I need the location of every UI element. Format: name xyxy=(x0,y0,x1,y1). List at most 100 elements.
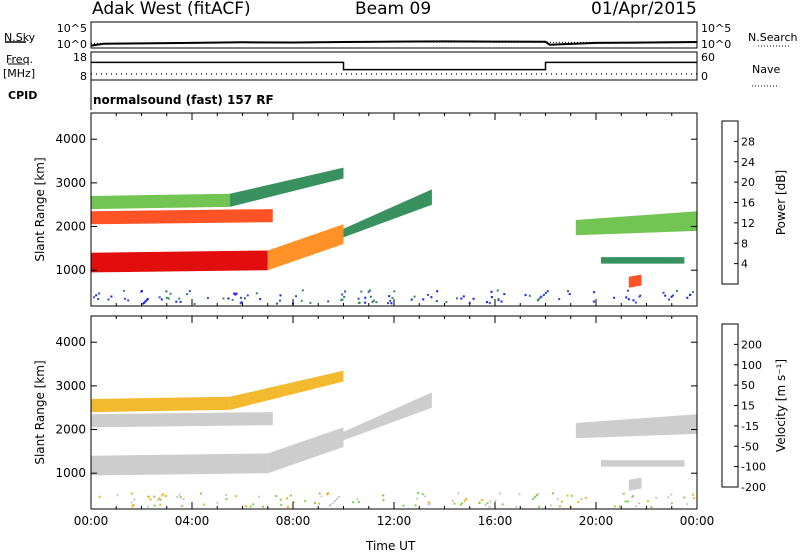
velocity-speckle xyxy=(618,505,621,508)
power-speckle xyxy=(387,302,389,305)
velocity-region xyxy=(229,370,344,410)
velocity-speckle xyxy=(463,499,466,502)
velocity-speckle xyxy=(686,503,689,506)
power-speckle xyxy=(490,296,493,299)
station-title: Adak West (fitACF) xyxy=(92,0,251,19)
velocity-speckle xyxy=(457,492,460,495)
velocity-speckle xyxy=(382,494,385,497)
power-speckle xyxy=(255,292,258,295)
velocity-speckle xyxy=(626,500,629,503)
power-speckle xyxy=(178,297,181,300)
velocity-speckle xyxy=(647,500,650,503)
power-speckle xyxy=(186,293,188,296)
power-speckle xyxy=(97,298,100,300)
velocity-speckle xyxy=(200,492,202,495)
velocity-region xyxy=(91,412,273,428)
power-speckle xyxy=(500,300,503,303)
power-ylabel: Slant Range [km] xyxy=(33,157,47,261)
freq-unit: [MHz] xyxy=(3,67,36,80)
power-speckle xyxy=(239,296,242,299)
power-speckle xyxy=(146,298,149,301)
power-speckle xyxy=(546,290,549,293)
power-speckle xyxy=(391,296,394,299)
velocity-speckle xyxy=(638,502,641,505)
velocity-colorbar-label: -200 xyxy=(741,481,766,494)
velocity-speckle xyxy=(327,492,330,495)
power-speckle xyxy=(689,293,692,296)
velocity-ylabel: Slant Range [km] xyxy=(33,360,47,464)
velocity-speckle xyxy=(131,505,134,508)
velocity-ytick-label: 3000 xyxy=(55,379,86,393)
velocity-speckle xyxy=(158,497,161,500)
velocity-colorbar-label: 50 xyxy=(741,379,755,392)
velocity-speckle xyxy=(428,502,431,505)
velocity-speckle xyxy=(332,501,335,504)
velocity-speckle xyxy=(130,501,133,504)
power-speckle xyxy=(567,290,569,293)
velocity-speckle xyxy=(356,498,359,501)
power-speckle xyxy=(413,295,416,298)
nsearch-line xyxy=(90,41,698,44)
power-speckle xyxy=(259,298,262,301)
velocity-speckle xyxy=(632,495,634,498)
velocity-colorbar-label: -50 xyxy=(741,440,759,453)
velocity-region xyxy=(91,453,268,476)
power-speckle xyxy=(462,295,465,298)
velocity-speckle xyxy=(318,492,321,495)
velocity-speckle xyxy=(534,495,537,498)
power-speckle xyxy=(179,300,182,303)
power-speckle xyxy=(243,297,246,300)
velocity-speckle xyxy=(498,492,501,495)
power-speckle xyxy=(668,298,670,301)
power-speckle xyxy=(341,298,344,301)
power-speckle xyxy=(140,290,143,292)
velocity-speckle xyxy=(584,496,587,499)
velocity-speckle xyxy=(566,494,569,497)
velocity-speckle xyxy=(133,498,136,501)
velocity-speckle xyxy=(501,503,504,506)
power-speckle xyxy=(110,295,113,298)
power-speckle xyxy=(358,301,360,304)
velocity-speckle xyxy=(225,493,228,496)
power-speckle xyxy=(369,289,371,292)
velocity-speckle xyxy=(451,499,454,502)
velocity-speckle xyxy=(275,495,278,497)
power-speckle xyxy=(300,299,303,302)
noise-ytick: 10^5 xyxy=(57,22,87,35)
power-speckle xyxy=(460,297,463,300)
power-ytick-label: 1000 xyxy=(55,263,86,277)
power-speckle xyxy=(490,290,493,293)
velocity-speckle xyxy=(670,502,673,505)
power-speckle xyxy=(160,298,163,301)
velocity-speckle xyxy=(655,496,658,499)
power-speckle xyxy=(188,290,191,293)
power-speckle xyxy=(503,293,506,296)
power-speckle xyxy=(496,289,499,292)
power-speckle xyxy=(592,300,595,303)
velocity-speckle xyxy=(252,503,255,506)
power-speckle xyxy=(95,294,98,297)
freq-panel-frame xyxy=(90,51,698,81)
velocity-speckle xyxy=(178,493,181,496)
power-speckle xyxy=(233,292,236,295)
x-tick-label: 16:00 xyxy=(478,514,513,528)
power-colorbar-title: Power [dB] xyxy=(774,170,788,235)
velocity-speckle xyxy=(552,492,555,495)
velocity-speckle xyxy=(402,504,405,507)
velocity-speckle xyxy=(286,497,288,500)
velocity-speckle xyxy=(164,495,167,498)
power-speckle xyxy=(309,301,312,304)
velocity-speckle xyxy=(536,494,539,496)
power-speckle xyxy=(497,299,500,302)
power-speckle xyxy=(625,296,628,299)
power-speckle xyxy=(430,296,433,299)
velocity-speckle xyxy=(414,504,417,507)
velocity-speckle xyxy=(292,501,295,503)
power-speckle xyxy=(375,301,378,304)
velocity-speckle xyxy=(98,495,101,498)
nsky-label: N.Sky xyxy=(4,31,36,44)
velocity-speckle xyxy=(234,495,237,498)
power-speckle xyxy=(389,299,392,302)
power-speckle xyxy=(691,291,694,294)
